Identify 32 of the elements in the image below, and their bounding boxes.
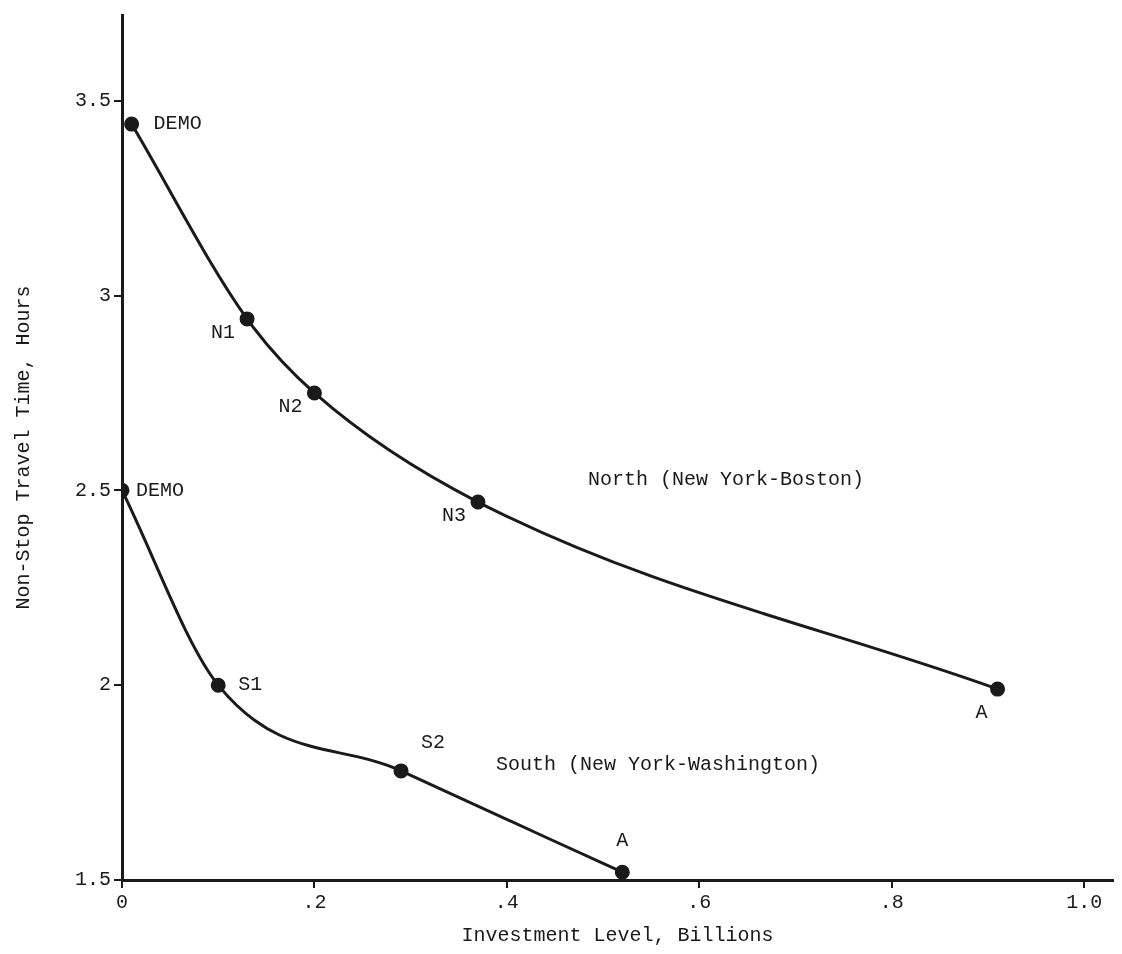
annotation: DEMO xyxy=(136,478,185,502)
annotation: S2 xyxy=(421,731,446,755)
y-tick-label: 1.5 xyxy=(74,868,111,892)
series-label: South (New York-Washington) xyxy=(496,753,821,777)
x-tick-label: 0 xyxy=(115,891,129,915)
point xyxy=(306,385,322,401)
point xyxy=(210,677,226,693)
x-tick-label: .6 xyxy=(687,891,712,915)
annotation: DEMO xyxy=(153,112,202,136)
x-tick-label: .2 xyxy=(302,891,327,915)
point xyxy=(614,864,630,880)
y-tick-label: 3 xyxy=(98,283,111,307)
annotation: N3 xyxy=(441,504,466,528)
y-tick-label: 2 xyxy=(98,673,111,697)
point xyxy=(990,681,1006,697)
x-tick-label: 1.0 xyxy=(1066,891,1103,915)
point xyxy=(393,763,409,779)
point xyxy=(124,116,140,132)
y-axis-title: Non-Stop Travel Time, Hours xyxy=(12,285,36,610)
x-tick-label: .8 xyxy=(879,891,904,915)
annotation: A xyxy=(975,701,988,725)
x-tick-label: .4 xyxy=(494,891,519,915)
x-axis-title: Investment Level, Billions xyxy=(461,924,774,948)
text: North (New York-Boston) xyxy=(587,468,865,492)
y-tick-label: 2.5 xyxy=(74,478,111,502)
annotation: N1 xyxy=(211,321,236,345)
point xyxy=(239,311,255,327)
point xyxy=(470,494,486,510)
annotation: N2 xyxy=(278,395,303,419)
annotation: A xyxy=(616,828,629,852)
annotation: S1 xyxy=(238,673,263,697)
y-tick-label: 3.5 xyxy=(74,89,111,113)
